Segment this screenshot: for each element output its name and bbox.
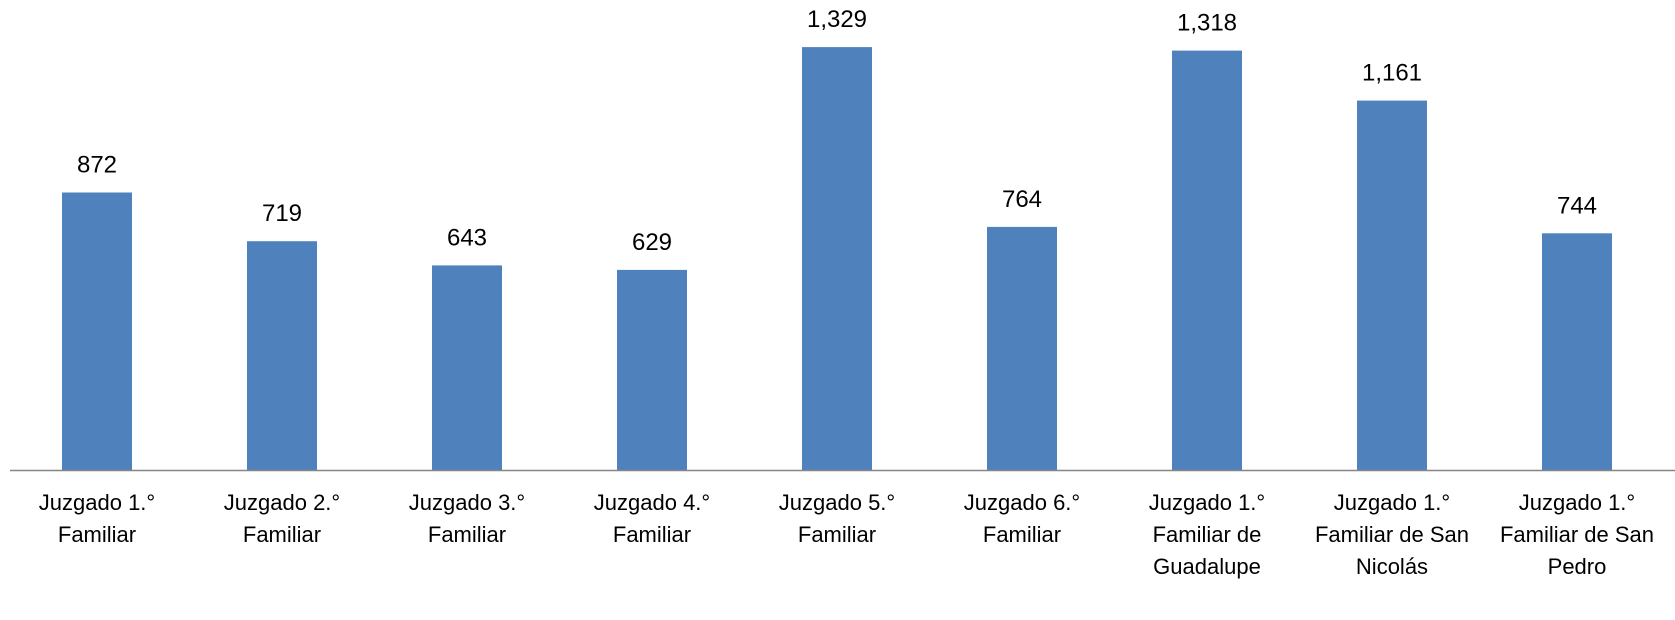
category-label-line: Juzgado 5.° [779, 490, 895, 515]
bar-8 [1357, 100, 1427, 470]
category-label-line: Pedro [1548, 554, 1607, 579]
category-label-3: Juzgado 3.° Familiar [409, 490, 525, 547]
value-label-8: 1,161 [1362, 60, 1422, 87]
category-label-7: Juzgado 1.° Familiar de Guadalupe [1149, 490, 1265, 579]
category-label-line: Familiar de San [1500, 522, 1654, 547]
value-label-1: 872 [77, 152, 117, 179]
value-label-2: 719 [262, 200, 302, 227]
value-label-4: 629 [632, 229, 672, 256]
category-label-line: Juzgado 6.° [964, 490, 1080, 515]
value-label-3: 643 [447, 224, 487, 251]
category-label-line: Familiar de San [1315, 522, 1469, 547]
bar-4 [617, 269, 687, 470]
bar-6 [987, 226, 1057, 470]
category-label-line: Juzgado 2.° [224, 490, 340, 515]
category-label-line: Guadalupe [1153, 554, 1261, 579]
bar-1 [62, 192, 132, 470]
category-label-5: Juzgado 5.° Familiar [779, 490, 895, 547]
category-label-line: Juzgado 1.° [1519, 490, 1635, 515]
category-label-2: Juzgado 2.° Familiar [224, 490, 340, 547]
value-label-7: 1,318 [1177, 10, 1237, 37]
category-label-line: Familiar [798, 522, 876, 547]
value-label-5: 1,329 [807, 6, 867, 33]
category-label-line: Familiar [58, 522, 136, 547]
category-label-line: Familiar [983, 522, 1061, 547]
category-label-line: Juzgado 1.° [1149, 490, 1265, 515]
bars-group [62, 47, 1612, 470]
bar-7 [1172, 50, 1242, 470]
category-label-line: Juzgado 1.° [39, 490, 155, 515]
category-label-1: Juzgado 1.° Familiar [39, 490, 155, 547]
bar-5 [802, 47, 872, 470]
category-label-line: Familiar de [1153, 522, 1262, 547]
category-label-line: Familiar [613, 522, 691, 547]
category-label-line: Juzgado 1.° [1334, 490, 1450, 515]
category-label-line: Nicolás [1356, 554, 1428, 579]
bar-3 [432, 265, 502, 470]
category-label-line: Juzgado 3.° [409, 490, 525, 515]
bar-9 [1542, 233, 1612, 470]
category-label-line: Familiar [428, 522, 506, 547]
category-label-4: Juzgado 4.° Familiar [594, 490, 710, 547]
category-label-6: Juzgado 6.° Familiar [964, 490, 1080, 547]
bar-2 [247, 241, 317, 470]
value-label-9: 744 [1557, 192, 1597, 219]
category-label-9: Juzgado 1.° Familiar de San Pedro [1500, 490, 1654, 579]
category-label-8: Juzgado 1.° Familiar de San Nicolás [1315, 490, 1469, 579]
value-label-6: 764 [1002, 186, 1042, 213]
category-label-line: Familiar [243, 522, 321, 547]
value-labels-group: 872 719 643 629 1,329 764 1,318 1,161 744 [77, 6, 1597, 256]
category-label-line: Juzgado 4.° [594, 490, 710, 515]
